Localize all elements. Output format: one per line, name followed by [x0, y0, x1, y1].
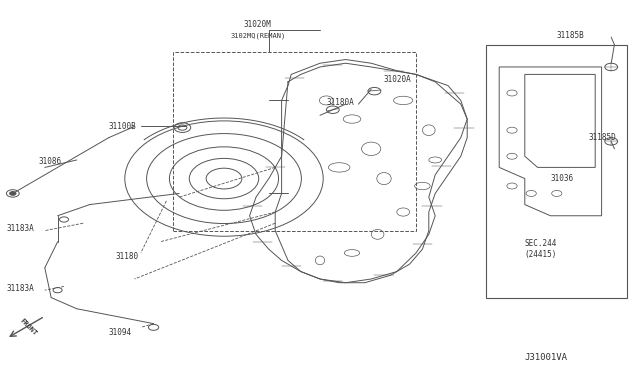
- Text: 31020A: 31020A: [384, 76, 412, 84]
- Text: 31020M: 31020M: [243, 20, 271, 29]
- Text: (24415): (24415): [525, 250, 557, 259]
- Text: 31086: 31086: [38, 157, 61, 166]
- Text: 31100B: 31100B: [109, 122, 136, 131]
- Text: FRONT: FRONT: [19, 318, 38, 337]
- Circle shape: [10, 192, 16, 195]
- Text: J31001VA: J31001VA: [525, 353, 568, 362]
- Bar: [173, 52, 416, 231]
- Text: 31036: 31036: [550, 174, 573, 183]
- Bar: [486, 45, 627, 298]
- Text: 31180A: 31180A: [326, 98, 354, 107]
- Text: 31183A: 31183A: [6, 284, 34, 293]
- Text: 31180: 31180: [115, 252, 138, 261]
- Text: SEC.244: SEC.244: [525, 239, 557, 248]
- Text: 31094: 31094: [109, 328, 132, 337]
- Text: 31185B: 31185B: [557, 31, 584, 40]
- Text: 3102MQ(REMAN): 3102MQ(REMAN): [230, 32, 285, 39]
- Text: 31185D: 31185D: [589, 133, 616, 142]
- Text: 31183A: 31183A: [6, 224, 34, 233]
